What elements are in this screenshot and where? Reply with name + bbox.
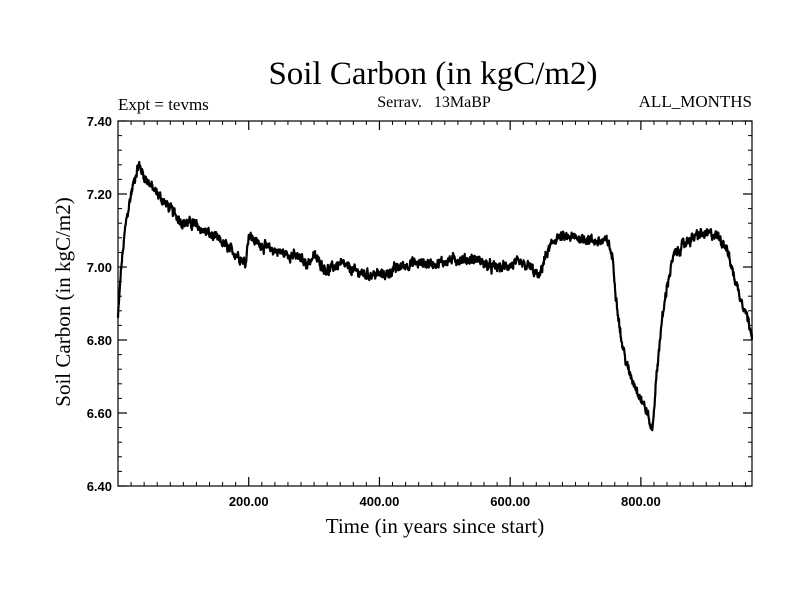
x-tick-label: 400.00 [360, 494, 400, 509]
y-tick-label: 6.40 [87, 479, 112, 494]
period-label: Serrav. 13MaBP [377, 94, 491, 111]
y-tick-label: 7.20 [87, 187, 112, 202]
y-axis-label: Soil Carbon (in kgC/m2) [51, 197, 75, 406]
x-tick-label: 800.00 [621, 494, 661, 509]
x-tick-label: 200.00 [229, 494, 269, 509]
y-tick-label: 7.00 [87, 260, 112, 275]
plot-area: 200.00 400.00 600.00 800.00 6.40 6.60 6.80 7.00… [87, 114, 754, 509]
y-tick-label: 6.80 [87, 333, 112, 348]
chart-title: Soil Carbon (in kgC/m2) [268, 56, 597, 92]
x-tick-label: 600.00 [490, 494, 530, 509]
x-axis-label: Time (in years since start) [326, 514, 545, 538]
series-line [116, 160, 754, 432]
y-tick-label: 6.60 [87, 406, 112, 421]
months-label: ALL_MONTHS [639, 92, 752, 111]
experiment-label: Expt = tevms [118, 95, 209, 114]
y-tick-label: 7.40 [87, 114, 112, 129]
